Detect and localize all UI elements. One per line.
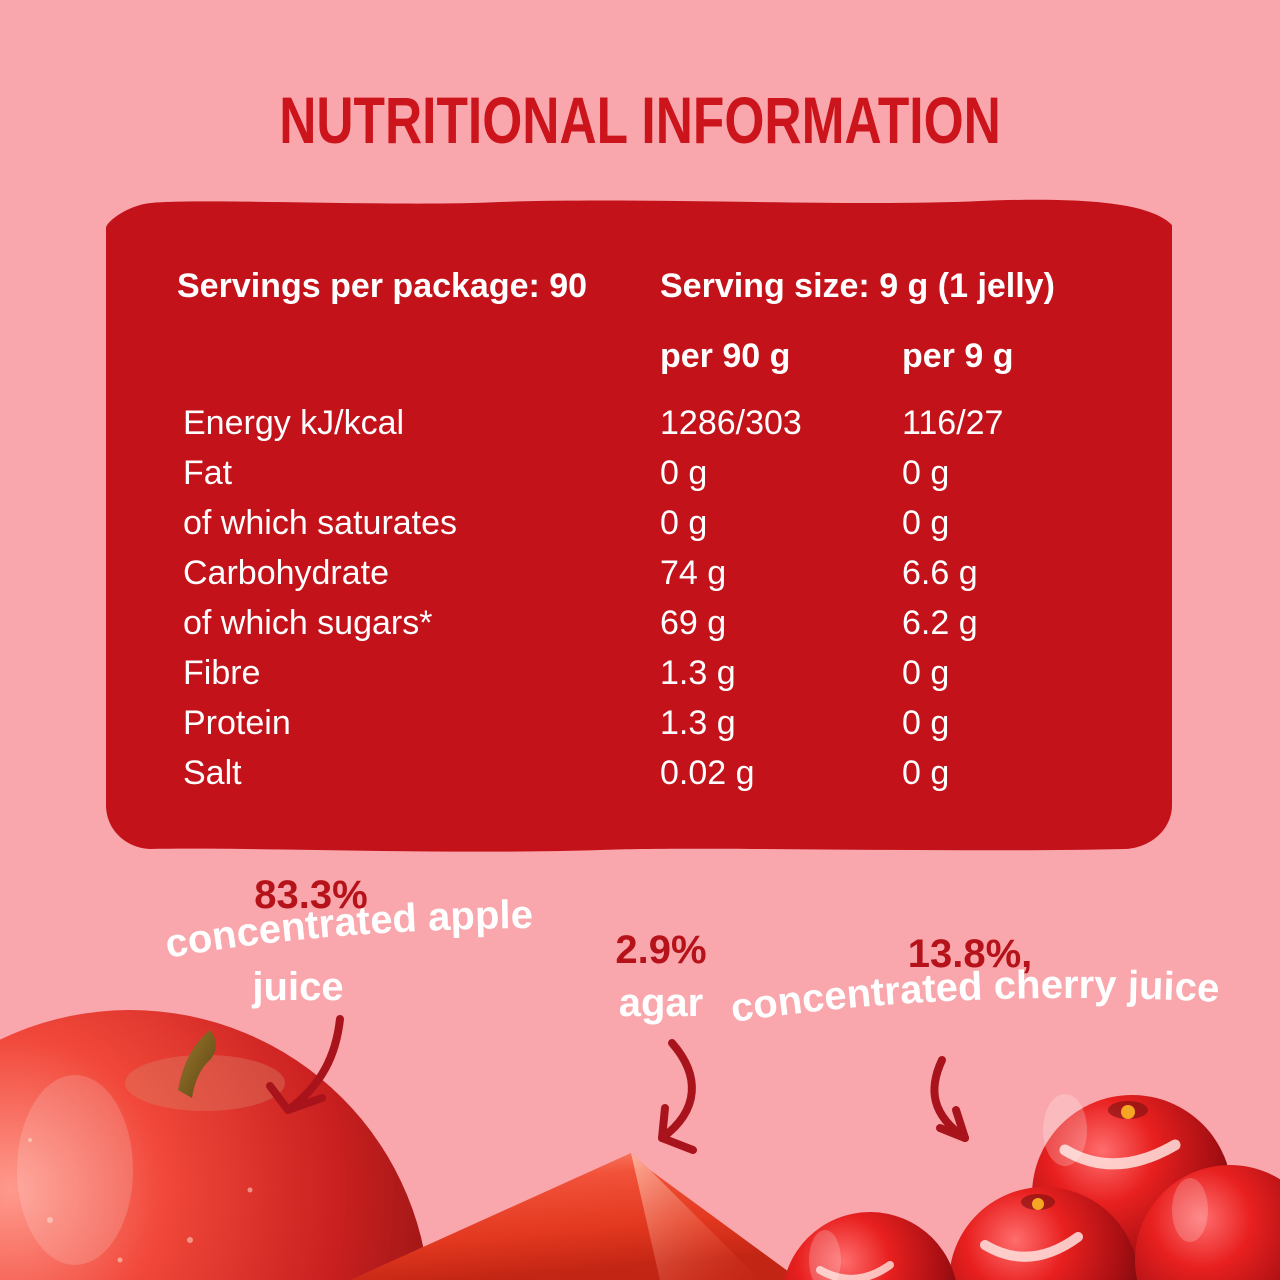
svg-text:agar: agar [619,981,704,1025]
svg-text:concentrated apple: concentrated apple [162,893,533,967]
svg-text:concentrated cherry juice: concentrated cherry juice [728,963,1220,1031]
svg-text:2.9%: 2.9% [615,928,706,972]
svg-text:juice: juice [251,965,343,1009]
